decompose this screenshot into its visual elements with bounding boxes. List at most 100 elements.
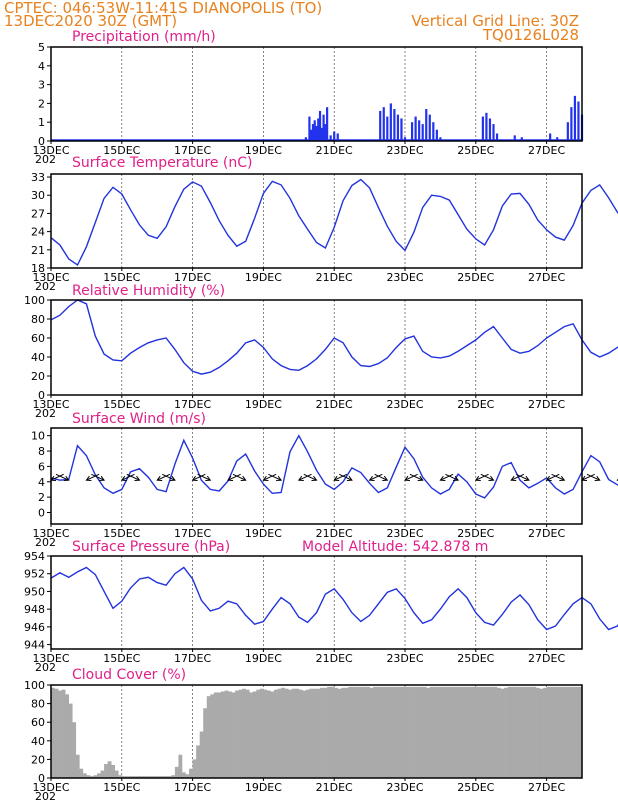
wind-arrow-head	[333, 475, 340, 482]
wind-arrow-head	[488, 475, 495, 482]
cloud-bar	[401, 686, 406, 778]
cloud-bar	[82, 773, 87, 778]
wind-arrow-head	[559, 475, 566, 482]
cloud-bar	[231, 692, 236, 778]
cloud-bar	[274, 689, 278, 778]
panel-frame	[50, 555, 583, 650]
cloud-bar	[550, 686, 554, 778]
x-tick-label: 15DEC	[103, 781, 140, 794]
wind-arrow	[126, 473, 140, 481]
wind-arrow	[516, 473, 530, 481]
wind-arrow-head	[368, 475, 375, 482]
wind-arrow	[55, 473, 69, 481]
y-tick-label: 946	[24, 621, 45, 634]
cloud-bar	[178, 754, 183, 778]
cloud-bar	[358, 686, 363, 778]
cloud-bar	[305, 689, 310, 778]
precip-bar	[320, 127, 323, 141]
cloud-bar	[489, 686, 494, 778]
cloud-bar	[543, 687, 547, 778]
cloud-bar	[422, 686, 427, 778]
precip-bar	[304, 137, 307, 141]
y-tick-label: 0	[38, 772, 45, 785]
cloud-bar	[316, 688, 321, 778]
wind-arrow-head	[346, 475, 353, 482]
wind-arrow	[510, 473, 525, 481]
cloud-bar	[486, 686, 491, 778]
wind-arrow	[581, 473, 595, 481]
cloud-bar	[323, 687, 328, 778]
x-tick-label: 17DEC	[174, 781, 211, 794]
cloud-bar	[298, 689, 303, 778]
x-tick-label: 19DEC	[245, 398, 282, 411]
cloud-bar	[242, 688, 246, 778]
cloud-bar	[238, 689, 243, 778]
cloud-bar	[150, 776, 154, 778]
x-tick-label: 21DEC	[316, 527, 353, 540]
cloud-bar	[192, 759, 197, 778]
cloud-bar	[479, 686, 484, 778]
cloud-bar	[256, 689, 261, 778]
cloud-bar	[344, 687, 349, 778]
cloud-bar	[376, 686, 381, 778]
wind-arrow	[445, 473, 459, 481]
cloud-bar	[121, 776, 126, 778]
x-tick-label: 19DEC	[245, 271, 282, 284]
precip-bar	[577, 101, 580, 141]
cloud-bar	[228, 691, 232, 778]
cloud-bar	[174, 766, 179, 778]
cloud-bar	[468, 686, 473, 778]
precip-bar	[570, 107, 573, 141]
cloud-bar	[390, 686, 395, 778]
cloud-bar	[337, 688, 342, 778]
panel-title-temp: Surface Temperature (nC)	[72, 155, 253, 171]
cloud-bar	[327, 686, 331, 778]
cloud-bar	[97, 773, 101, 778]
cloud-bar	[160, 776, 165, 778]
x-tick-label: 23DEC	[386, 781, 423, 794]
x-tick-label: 23DEC	[386, 144, 423, 157]
wind-arrow-head	[99, 475, 106, 482]
wind-arrow-head	[63, 475, 70, 482]
wind-arrow-head	[594, 475, 601, 482]
cloud-bar	[408, 686, 413, 778]
x-tick-label: 25DEC	[457, 781, 494, 794]
wind-arrow-head	[134, 475, 141, 482]
y-tick-label: 40	[31, 351, 45, 364]
cloud-bar	[185, 774, 190, 778]
precip-bar	[393, 109, 396, 141]
panels: Precipitation (mm/h) 0 1 2 3 4 5 13DEC 15DEC 17DE…	[24, 29, 618, 800]
precip-bar	[396, 114, 400, 141]
y-tick-label: 2	[38, 491, 45, 504]
cloud-bar	[263, 689, 268, 778]
x-tick-label: 13DEC	[32, 652, 69, 665]
y-tick-label: 40	[31, 735, 45, 748]
cloud-bar	[309, 688, 314, 778]
wind-arrow-head	[474, 475, 481, 482]
wind-arrow	[546, 473, 560, 481]
precip-bar	[313, 120, 316, 141]
x-tick-label: 25DEC	[457, 271, 494, 284]
panel-wind: Surface Wind (m/s) 0 2 4 6 8 10 13DEC 15DEC 17DEC…	[31, 411, 618, 549]
wind-arrow	[86, 473, 100, 481]
cloud-bar	[574, 686, 579, 778]
cloud-bar	[394, 686, 399, 778]
precip-bar	[329, 135, 332, 141]
cloud-bar	[465, 686, 470, 778]
cloud-bar	[351, 686, 356, 778]
precip-bar	[318, 110, 322, 141]
cloud-bar	[54, 688, 59, 778]
y-tick-label: 21	[31, 244, 45, 257]
cloud-bar	[419, 686, 423, 778]
precip-bar	[403, 137, 407, 141]
precip-bar	[326, 107, 329, 141]
wind-arrow-head	[205, 475, 212, 482]
wind-arrow	[369, 473, 383, 481]
cloud-bar	[100, 770, 105, 778]
panel-frame	[50, 427, 583, 525]
y-tick-label: 4	[38, 476, 45, 489]
precip-bar	[379, 110, 382, 141]
cloud-bar	[68, 703, 73, 778]
header-model: TQ0126L028	[482, 26, 579, 44]
cloud-bar	[546, 686, 551, 778]
